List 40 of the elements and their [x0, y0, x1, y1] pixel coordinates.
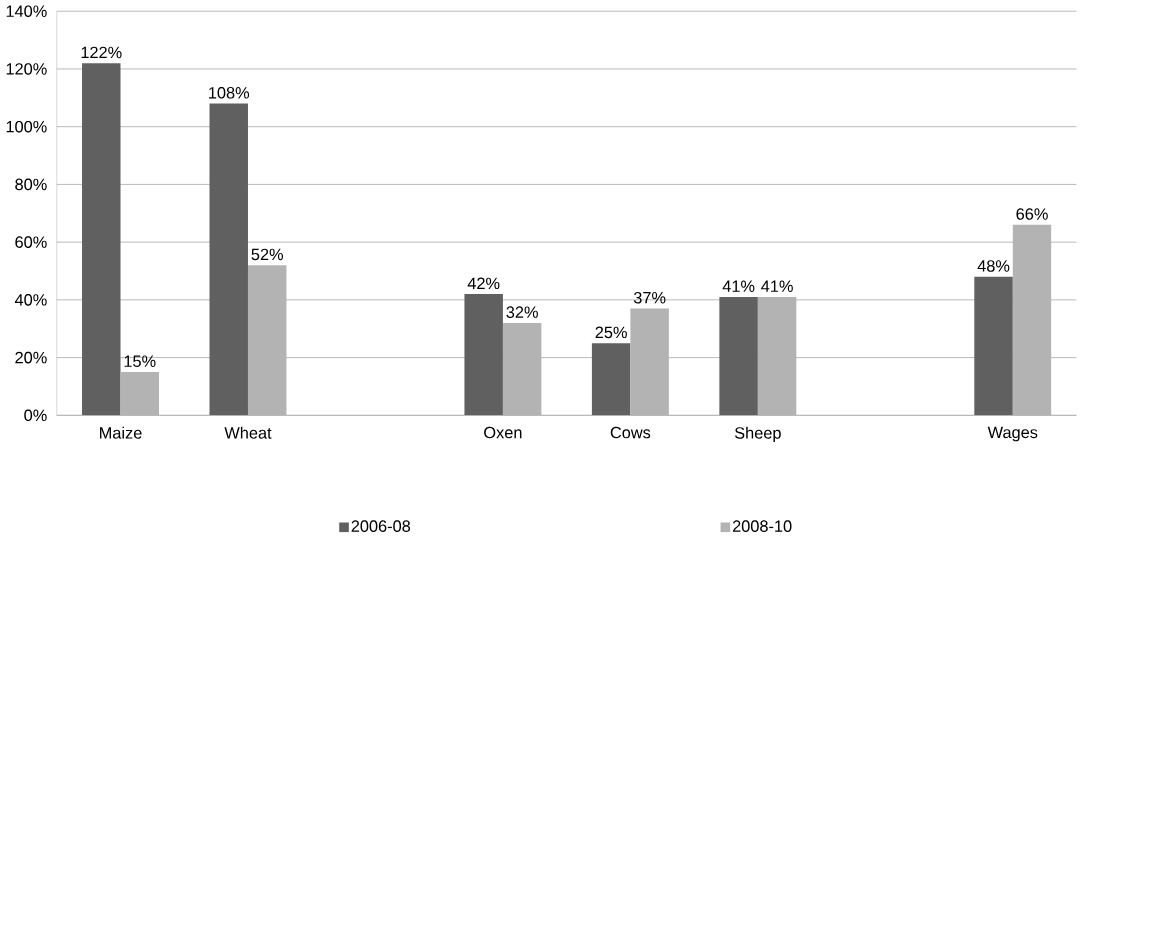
- y-tick-label: 80%: [15, 178, 47, 190]
- y-tick-label: 140%: [6, 5, 47, 17]
- bar: [247, 264, 287, 416]
- x-tick-label: Oxen: [484, 426, 522, 439]
- bar: [502, 322, 542, 416]
- x-tick-label: Maize: [100, 426, 142, 439]
- bar: [464, 293, 503, 416]
- y-tick-label: 0%: [24, 409, 47, 421]
- x-tick-label: Wages: [987, 426, 1038, 442]
- x-tick-label: Sheep: [734, 426, 781, 442]
- y-tick-label: 60%: [15, 236, 47, 248]
- data-label: 48%: [977, 259, 1010, 272]
- y-tick-label: 40%: [14, 293, 47, 306]
- bar: [82, 62, 121, 416]
- data-label: 41%: [722, 280, 755, 292]
- y-tick-label: 120%: [6, 62, 47, 75]
- data-label: 122%: [81, 46, 122, 58]
- data-label: 66%: [1016, 207, 1048, 220]
- data-label: 108%: [209, 86, 250, 99]
- data-label: 25%: [595, 326, 627, 338]
- bar: [974, 276, 1013, 416]
- y-tick-label: 100%: [6, 120, 47, 133]
- bar: [1012, 224, 1052, 416]
- bar: [209, 103, 248, 416]
- data-label: 42%: [467, 277, 500, 289]
- bar: [719, 296, 758, 416]
- data-label: 15%: [124, 355, 156, 367]
- legend-label: 2008-10: [732, 520, 792, 532]
- bar: [120, 371, 159, 416]
- data-label: 37%: [633, 291, 666, 304]
- bar: [630, 308, 669, 416]
- data-label: 52%: [251, 248, 283, 260]
- y-tick-label: 20%: [15, 351, 47, 364]
- legend-label: 2006-08: [351, 520, 411, 532]
- data-label: 32%: [506, 306, 538, 318]
- bar: [757, 296, 797, 416]
- x-tick-label: Wheat: [224, 426, 272, 439]
- data-label: 41%: [761, 280, 793, 292]
- x-tick-label: Cows: [610, 426, 651, 439]
- bar: [591, 342, 631, 416]
